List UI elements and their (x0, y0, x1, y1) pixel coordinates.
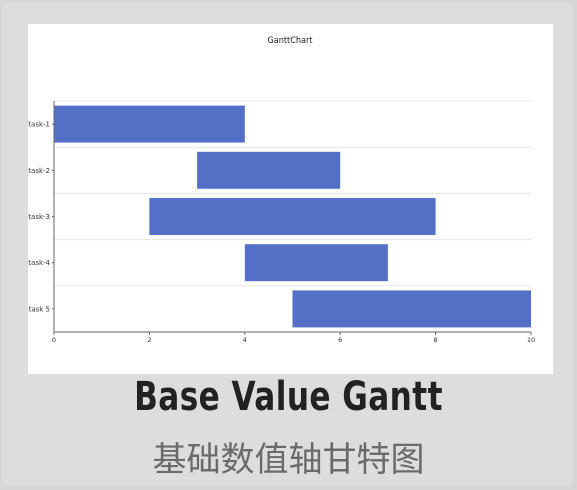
gantt-bar-task-5 (292, 290, 531, 328)
y-tick-label: task-3 (28, 213, 50, 221)
gantt-bar-task-2 (197, 151, 341, 189)
caption-english: Base Value Gantt (134, 374, 443, 420)
x-tick-label: 6 (338, 336, 342, 344)
y-tick-label: task-2 (28, 167, 50, 175)
chart-title: GanttChart (268, 36, 313, 46)
bar-layer (54, 105, 531, 328)
gantt-bar-task-4 (244, 244, 388, 282)
y-tick-label: task-1 (28, 121, 50, 129)
chart-panel: GanttChart task-1 task-2 task-3 task-4 task … (28, 24, 553, 374)
gantt-bar-task-3 (149, 198, 436, 235)
y-tick-label: task 5 (29, 305, 50, 313)
caption-chinese: 基础数值轴甘特图 (152, 440, 425, 480)
x-tick-label: 0 (52, 336, 56, 344)
axis-layer: task-1 task-2 task-3 task-4 task 5 0 2 4 6 8 10 (28, 101, 535, 344)
x-tick-label: 4 (243, 336, 247, 344)
y-tick-label: task-4 (28, 259, 50, 267)
card: GanttChart task-1 task-2 task-3 task-4 task … (2, 2, 573, 486)
gantt-bar-task-1 (54, 105, 245, 143)
x-tick-label: 2 (147, 336, 151, 344)
x-tick-label: 8 (434, 336, 438, 344)
gantt-chart: GanttChart task-1 task-2 task-3 task-4 task … (28, 36, 535, 344)
grid-layer (54, 100, 531, 287)
x-tick-label: 10 (527, 336, 535, 344)
